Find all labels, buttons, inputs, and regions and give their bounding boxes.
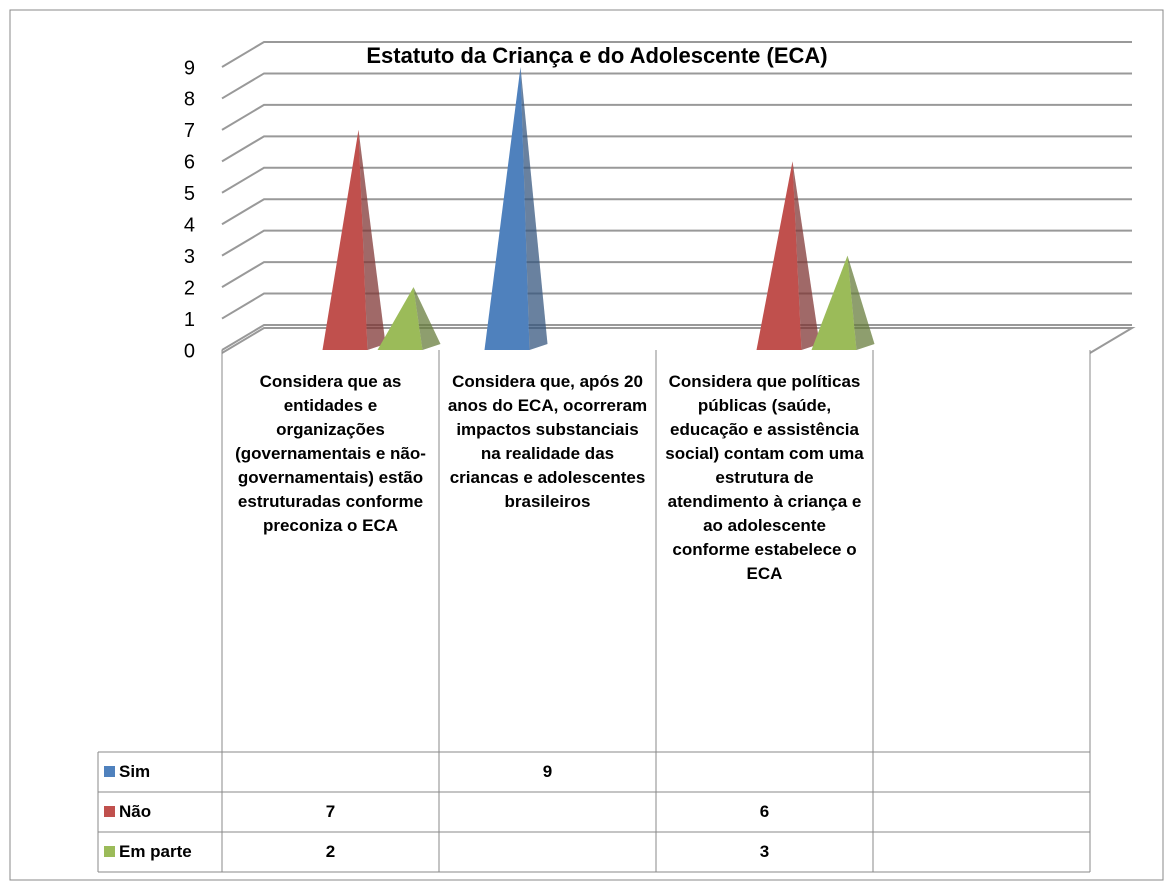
legend-entry: Sim: [98, 752, 150, 792]
pyramid-face: [520, 67, 548, 350]
pyramid: [811, 255, 875, 350]
legend-label: Sim: [119, 762, 151, 781]
legend-label: Em parte: [119, 842, 192, 861]
chart-border: [9, 9, 1164, 881]
table-cell: [873, 792, 1090, 832]
pyramid-face: [358, 129, 386, 350]
y-tick-label: 7: [184, 120, 195, 142]
grid-line: [221, 261, 1132, 288]
table-cell: [439, 792, 656, 832]
table-cell: [873, 752, 1090, 792]
pyramid-face: [413, 287, 441, 350]
grid-line: [221, 198, 1132, 226]
y-tick-label: 4: [184, 215, 195, 237]
grid-line: [221, 166, 1132, 194]
table-cell: 9: [542, 762, 553, 781]
table-cell: 7: [325, 802, 336, 821]
legend-swatch: [104, 766, 115, 777]
y-tick-label: 0: [184, 340, 195, 362]
x-tick-label: Considera que políticas públicas (saúde,…: [665, 372, 864, 583]
legend-swatch: [104, 806, 115, 817]
y-tick-label: 1: [184, 309, 195, 331]
pyramid: [756, 161, 820, 350]
y-tick-label: 9: [184, 57, 195, 79]
pyramid-face: [811, 255, 857, 350]
y-tick-label: 5: [184, 183, 195, 205]
pyramid: [377, 287, 441, 350]
y-tick-label: 3: [184, 246, 195, 268]
table-cell: [873, 832, 1090, 872]
pyramid: [484, 67, 548, 350]
grid-line: [221, 229, 1132, 257]
pyramid-face: [484, 67, 530, 350]
pyramid-face: [792, 161, 820, 350]
grid-line: [221, 135, 1132, 163]
pyramid-face: [756, 161, 802, 350]
grid-line: [221, 103, 1132, 131]
legend-label: Não: [119, 802, 152, 821]
y-tick-label: 6: [184, 152, 195, 174]
table-cell: [439, 832, 656, 872]
grid-line: [221, 72, 1132, 100]
legend-swatch: [104, 846, 115, 857]
pyramid-face: [847, 255, 875, 350]
floor: [221, 327, 1136, 354]
pyramid-face: [792, 161, 820, 350]
pyramid-face: [413, 287, 441, 350]
table-cell: [222, 752, 439, 792]
x-tick-label: Considera que as entidades e organizaçõe…: [235, 372, 426, 535]
pyramid-face: [377, 287, 423, 350]
y-tick-label: 2: [184, 277, 195, 299]
pyramid-face: [847, 255, 875, 350]
table-cell: 2: [325, 842, 336, 861]
table-cell: [656, 752, 873, 792]
pyramid-face: [520, 67, 548, 350]
legend-entry: Em parte: [98, 832, 192, 872]
chart-title: Estatuto da Criança e do Adolescente (EC…: [366, 43, 827, 68]
pyramid: [322, 129, 386, 350]
grid-line: [221, 41, 1132, 68]
pyramid-face: [358, 129, 386, 350]
y-tick-label: 8: [184, 89, 195, 111]
x-tick-label: Considera que, após 20 anos do ECA, ocor…: [447, 372, 648, 511]
legend-entry: Não: [98, 792, 151, 832]
table-cell: 3: [759, 842, 770, 861]
pyramid-face: [322, 129, 368, 350]
table-cell: 6: [759, 802, 770, 821]
